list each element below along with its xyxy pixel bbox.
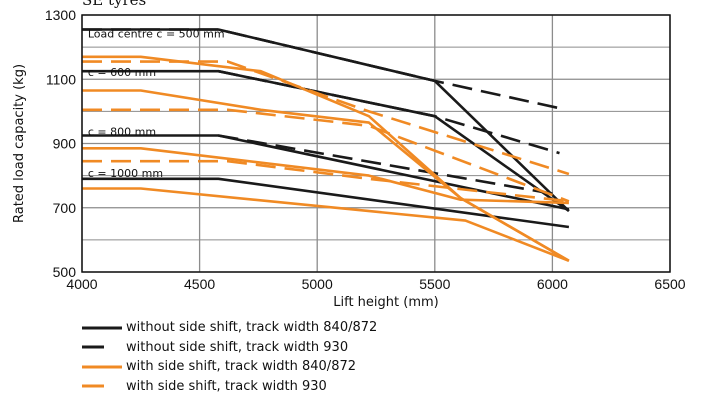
x-tick-label-2: 5000 <box>302 276 333 292</box>
series-0-line-1 <box>82 69 570 213</box>
series-3-line-0 <box>82 60 570 176</box>
curve-annotation-3: c = 1000 mm <box>88 167 163 180</box>
y-tick-label-4: 1300 <box>45 7 76 23</box>
y-tick-label-0: 500 <box>53 264 77 280</box>
legend-item-3: with side shift, track width 930 <box>82 377 377 396</box>
legend-item-1: without side shift, track width 930 <box>82 338 377 358</box>
legend-label-1: without side shift, track width 930 <box>126 339 349 355</box>
legend-label-2: with side shift, track width 840/872 <box>126 359 357 375</box>
series-3-line-1 <box>82 108 570 203</box>
legend: without side shift, track width 840/872 w… <box>82 318 377 396</box>
y-tick-label-1: 700 <box>53 200 77 216</box>
curve-annotations: Load centre c = 500 mm c = 600 mm c = 800 … <box>88 27 225 180</box>
series-3-line-2 <box>82 159 570 203</box>
legend-item-2: with side shift, track width 840/872 <box>82 357 377 377</box>
series-2-line-2 <box>82 147 569 205</box>
series-1-line-0 <box>82 28 560 110</box>
legend-label-3: with side shift, track width 930 <box>126 378 327 394</box>
y-tick-label-3: 1100 <box>46 71 76 87</box>
x-tick-label-3: 5500 <box>419 276 450 292</box>
series-2-line-3 <box>82 187 570 263</box>
load-capacity-chart: Load centre c = 500 mm c = 600 mm c = 800 … <box>12 7 686 310</box>
legend-label-0: without side shift, track width 840/872 <box>126 320 378 336</box>
curve-annotation-0: Load centre c = 500 mm <box>88 27 225 40</box>
x-axis-label: Lift height (mm) <box>333 295 438 310</box>
series-1-line-1 <box>218 69 560 155</box>
chart-title-clipped: SE tyres <box>82 0 147 9</box>
legend-swatch-2 <box>82 365 122 369</box>
plot-frame <box>81 14 671 273</box>
curve-annotation-1: c = 600 mm <box>88 66 156 79</box>
curve-annotation-2: c = 800 mm <box>88 125 156 138</box>
legend-swatch-0 <box>82 326 122 330</box>
x-tick-label-1: 4500 <box>184 276 215 292</box>
x-tick-label-0: 4000 <box>66 276 97 292</box>
y-tick-label-2: 900 <box>53 136 77 152</box>
tick-labels: 4000 4500 5000 5500 6000 6500 500 700 900 1100 130… <box>45 7 686 292</box>
series-0-line-3 <box>82 177 570 229</box>
series-2-line-1 <box>82 89 570 262</box>
series-lines <box>82 28 570 263</box>
y-axis-label: Rated load capacity (kg) <box>12 64 27 223</box>
x-tick-label-5: 6500 <box>654 276 685 292</box>
x-tick-label-4: 6000 <box>537 276 568 292</box>
legend-swatch-3 <box>82 384 104 388</box>
legend-swatch-1 <box>82 345 104 349</box>
legend-item-0: without side shift, track width 840/872 <box>82 318 377 338</box>
grid-lines <box>81 14 671 273</box>
